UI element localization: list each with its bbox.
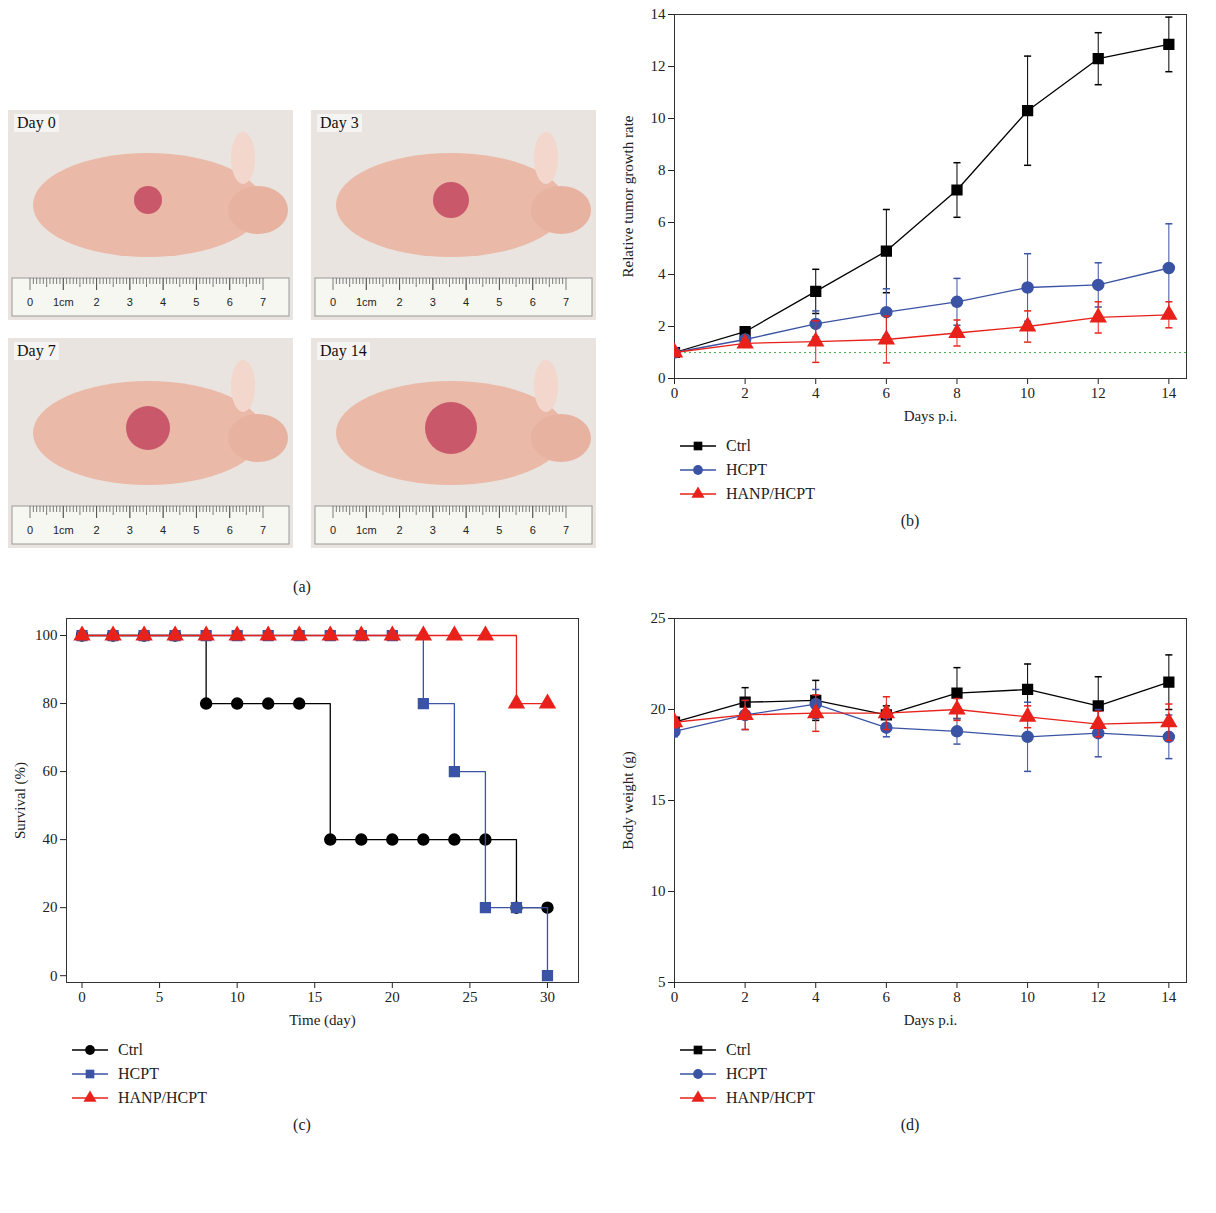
svg-text:12: 12	[1091, 989, 1106, 1005]
svg-text:80: 80	[43, 695, 58, 711]
svg-text:5: 5	[193, 524, 199, 536]
svg-text:15: 15	[307, 989, 322, 1005]
svg-text:0: 0	[50, 967, 58, 983]
svg-text:30: 30	[540, 989, 555, 1005]
html-text:(a): (a)	[293, 578, 311, 595]
svg-text:3: 3	[430, 296, 436, 308]
svg-text:20: 20	[385, 989, 400, 1005]
svg-text:12: 12	[1091, 385, 1106, 401]
svg-text:25: 25	[462, 989, 477, 1005]
svg-text:4: 4	[160, 296, 166, 308]
svg-text:Days p.i.: Days p.i.	[904, 1012, 958, 1028]
html-text:HCPT: HCPT	[118, 1065, 159, 1082]
svg-text:7: 7	[260, 296, 266, 308]
html-text:HANP/HCPT: HANP/HCPT	[726, 1089, 815, 1106]
svg-text:4: 4	[160, 524, 166, 536]
svg-text:6: 6	[530, 524, 536, 536]
svg-text:5: 5	[193, 296, 199, 308]
svg-text:10: 10	[1020, 989, 1035, 1005]
svg-text:0: 0	[330, 296, 336, 308]
svg-text:60: 60	[43, 763, 58, 779]
svg-text:2: 2	[741, 989, 749, 1005]
svg-text:6: 6	[883, 989, 891, 1005]
svg-text:7: 7	[260, 524, 266, 536]
svg-text:100: 100	[35, 627, 58, 643]
svg-text:14: 14	[1161, 989, 1177, 1005]
svg-text:8: 8	[953, 385, 961, 401]
svg-text:1cm: 1cm	[356, 524, 377, 536]
svg-text:Body weight (g): Body weight (g)	[620, 751, 637, 849]
html-text:Day 7: Day 7	[17, 342, 56, 359]
svg-text:10: 10	[1020, 385, 1035, 401]
svg-text:1cm: 1cm	[53, 296, 74, 308]
svg-text:Relative tumor growth rate: Relative tumor growth rate	[620, 115, 636, 277]
html-text:Day 0: Day 0	[17, 114, 56, 131]
svg-text:40: 40	[43, 831, 58, 847]
svg-text:14: 14	[1161, 385, 1177, 401]
svg-text:3: 3	[127, 296, 133, 308]
html-text:Ctrl: Ctrl	[118, 1041, 143, 1058]
svg-text:Time (day): Time (day)	[289, 1012, 356, 1029]
svg-text:1cm: 1cm	[53, 524, 74, 536]
html-text:Ctrl: Ctrl	[726, 437, 751, 454]
svg-text:6: 6	[227, 524, 233, 536]
svg-text:Survival (%): Survival (%)	[12, 762, 29, 839]
svg-text:3: 3	[127, 524, 133, 536]
svg-text:4: 4	[812, 989, 820, 1005]
svg-text:6: 6	[530, 296, 536, 308]
svg-text:6: 6	[883, 385, 891, 401]
svg-text:3: 3	[430, 524, 436, 536]
svg-text:6: 6	[227, 296, 233, 308]
svg-text:5: 5	[496, 296, 502, 308]
svg-text:4: 4	[463, 524, 469, 536]
svg-text:10: 10	[230, 989, 245, 1005]
svg-text:15: 15	[651, 792, 666, 808]
svg-text:0: 0	[330, 524, 336, 536]
html-text:Ctrl: Ctrl	[726, 1041, 751, 1058]
svg-text:2: 2	[397, 296, 403, 308]
svg-text:7: 7	[563, 296, 569, 308]
svg-text:14: 14	[651, 6, 667, 22]
html-text:HANP/HCPT: HANP/HCPT	[118, 1089, 207, 1106]
svg-text:5: 5	[156, 989, 164, 1005]
svg-text:2: 2	[94, 524, 100, 536]
svg-text:4: 4	[463, 296, 469, 308]
svg-text:6: 6	[658, 214, 666, 230]
svg-text:2: 2	[658, 318, 666, 334]
svg-text:0: 0	[671, 385, 679, 401]
svg-text:0: 0	[671, 989, 679, 1005]
html-text:Day 3: Day 3	[320, 114, 359, 131]
svg-text:5: 5	[496, 524, 502, 536]
svg-text:2: 2	[741, 385, 749, 401]
svg-text:4: 4	[658, 266, 666, 282]
html-text:Day 14: Day 14	[320, 342, 367, 359]
svg-text:0: 0	[27, 296, 33, 308]
svg-text:25: 25	[651, 610, 666, 626]
svg-text:0: 0	[27, 524, 33, 536]
svg-text:Days p.i.: Days p.i.	[904, 408, 958, 424]
html-text:HCPT: HCPT	[726, 461, 767, 478]
html-text:(c): (c)	[293, 1116, 311, 1133]
svg-text:2: 2	[397, 524, 403, 536]
svg-text:4: 4	[812, 385, 820, 401]
svg-text:1cm: 1cm	[356, 296, 377, 308]
svg-text:5: 5	[658, 974, 666, 990]
html-text:(d): (d)	[900, 1116, 920, 1133]
html-text:HCPT: HCPT	[726, 1065, 767, 1082]
svg-text:20: 20	[43, 899, 58, 915]
svg-text:10: 10	[651, 110, 666, 126]
svg-text:12: 12	[651, 58, 666, 74]
svg-text:2: 2	[94, 296, 100, 308]
html-text:(b): (b)	[900, 512, 920, 529]
svg-text:10: 10	[651, 883, 666, 899]
svg-text:0: 0	[658, 370, 666, 386]
html-text:HANP/HCPT: HANP/HCPT	[726, 485, 815, 502]
svg-text:0: 0	[78, 989, 86, 1005]
svg-text:20: 20	[651, 701, 666, 717]
svg-text:8: 8	[658, 162, 666, 178]
svg-text:8: 8	[953, 989, 961, 1005]
svg-text:7: 7	[563, 524, 569, 536]
